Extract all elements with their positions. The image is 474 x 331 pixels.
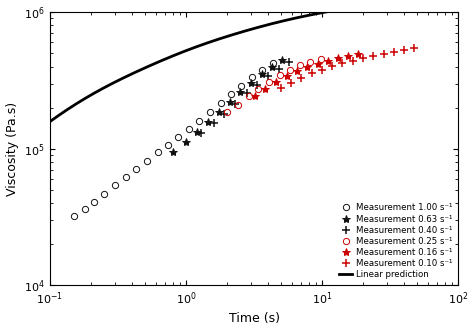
Measurement 1.00 s⁻¹: [91, 200, 97, 204]
Measurement 1.00 s⁻¹: [186, 127, 191, 131]
Measurement 0.63 s⁻¹: [248, 81, 254, 85]
X-axis label: Time (s): Time (s): [228, 312, 280, 325]
Measurement 0.10 s⁻¹: [360, 56, 366, 60]
Measurement 0.10 s⁻¹: [309, 71, 315, 75]
Measurement 0.10 s⁻¹: [391, 50, 397, 54]
Measurement 1.00 s⁻¹: [196, 119, 202, 123]
Measurement 1.00 s⁻¹: [270, 61, 276, 65]
Measurement 1.00 s⁻¹: [175, 135, 181, 139]
Measurement 0.40 s⁻¹: [265, 74, 271, 78]
Measurement 1.00 s⁻¹: [133, 167, 139, 171]
Measurement 0.16 s⁻¹: [284, 74, 290, 78]
Measurement 0.16 s⁻¹: [335, 56, 340, 60]
Measurement 0.40 s⁻¹: [221, 112, 227, 116]
Line: Measurement 0.25 s⁻¹: Measurement 0.25 s⁻¹: [224, 56, 324, 116]
Line: Measurement 0.40 s⁻¹: Measurement 0.40 s⁻¹: [197, 58, 293, 137]
Measurement 0.40 s⁻¹: [199, 131, 204, 135]
Linear prediction: [152, 62, 158, 66]
Measurement 0.25 s⁻¹: [287, 68, 293, 72]
Measurement 1.00 s⁻¹: [165, 143, 171, 147]
Measurement 0.25 s⁻¹: [246, 94, 252, 98]
Measurement 0.25 s⁻¹: [224, 110, 230, 114]
Measurement 0.16 s⁻¹: [325, 59, 330, 63]
Measurement 0.10 s⁻¹: [339, 61, 345, 65]
Measurement 0.25 s⁻¹: [277, 73, 283, 77]
Measurement 1.00 s⁻¹: [101, 192, 107, 196]
Measurement 1.00 s⁻¹: [249, 75, 255, 79]
Measurement 0.63 s⁻¹: [216, 110, 222, 114]
Line: Measurement 0.10 s⁻¹: Measurement 0.10 s⁻¹: [277, 43, 419, 92]
Measurement 0.10 s⁻¹: [350, 59, 356, 63]
Measurement 0.40 s⁻¹: [276, 67, 282, 71]
Measurement 1.00 s⁻¹: [155, 151, 161, 155]
Measurement 0.25 s⁻¹: [255, 87, 261, 91]
Measurement 1.00 s⁻¹: [207, 110, 213, 114]
Line: Measurement 1.00 s⁻¹: Measurement 1.00 s⁻¹: [71, 60, 276, 219]
Measurement 0.10 s⁻¹: [319, 68, 325, 71]
Measurement 1.00 s⁻¹: [71, 214, 77, 218]
Measurement 1.00 s⁻¹: [228, 92, 234, 96]
Measurement 1.00 s⁻¹: [145, 159, 150, 163]
Measurement 0.10 s⁻¹: [278, 86, 284, 90]
Measurement 0.63 s⁻¹: [280, 58, 285, 62]
Measurement 0.63 s⁻¹: [170, 150, 175, 154]
Measurement 0.10 s⁻¹: [401, 48, 407, 52]
Linear prediction: [47, 120, 53, 124]
Linear prediction: [288, 17, 293, 21]
Measurement 0.63 s⁻¹: [259, 71, 264, 75]
Measurement 0.25 s⁻¹: [308, 60, 313, 64]
Measurement 0.10 s⁻¹: [298, 76, 304, 80]
Measurement 0.10 s⁻¹: [411, 46, 417, 50]
Measurement 0.63 s⁻¹: [227, 100, 233, 104]
Measurement 0.25 s⁻¹: [297, 63, 303, 67]
Measurement 1.00 s⁻¹: [112, 183, 118, 187]
Linear prediction: [355, 5, 360, 9]
Line: Measurement 0.63 s⁻¹: Measurement 0.63 s⁻¹: [169, 56, 286, 156]
Linear prediction: [456, 0, 461, 1]
Linear prediction: [319, 11, 325, 15]
Measurement 0.40 s⁻¹: [286, 60, 292, 64]
Measurement 0.10 s⁻¹: [329, 64, 335, 68]
Measurement 0.25 s⁻¹: [318, 57, 324, 61]
Measurement 0.40 s⁻¹: [254, 83, 259, 87]
Measurement 0.10 s⁻¹: [288, 81, 294, 85]
Measurement 0.16 s⁻¹: [294, 70, 300, 73]
Measurement 0.63 s⁻¹: [237, 90, 243, 94]
Measurement 1.00 s⁻¹: [238, 84, 244, 88]
Line: Linear prediction: Linear prediction: [50, 0, 458, 122]
Measurement 0.10 s⁻¹: [371, 54, 376, 58]
Line: Measurement 0.16 s⁻¹: Measurement 0.16 s⁻¹: [251, 49, 363, 100]
Measurement 0.16 s⁻¹: [345, 54, 351, 58]
Measurement 0.16 s⁻¹: [356, 52, 361, 56]
Measurement 0.25 s⁻¹: [235, 103, 240, 107]
Measurement 0.40 s⁻¹: [211, 121, 217, 125]
Measurement 0.16 s⁻¹: [252, 94, 257, 98]
Measurement 0.16 s⁻¹: [305, 65, 310, 69]
Measurement 0.63 s⁻¹: [269, 65, 275, 69]
Linear prediction: [232, 32, 237, 36]
Measurement 0.63 s⁻¹: [205, 120, 211, 124]
Measurement 0.10 s⁻¹: [381, 52, 386, 56]
Measurement 0.16 s⁻¹: [315, 62, 320, 66]
Linear prediction: [119, 76, 125, 80]
Measurement 1.00 s⁻¹: [218, 101, 224, 105]
Measurement 1.00 s⁻¹: [260, 68, 265, 71]
Measurement 0.40 s⁻¹: [232, 102, 238, 106]
Measurement 0.16 s⁻¹: [262, 87, 268, 91]
Measurement 0.63 s⁻¹: [194, 130, 200, 134]
Measurement 1.00 s⁻¹: [123, 175, 128, 179]
Measurement 0.63 s⁻¹: [183, 140, 189, 144]
Y-axis label: Viscosity (Pa.s): Viscosity (Pa.s): [6, 102, 18, 196]
Measurement 0.25 s⁻¹: [266, 80, 272, 84]
Measurement 0.16 s⁻¹: [273, 80, 279, 84]
Legend: Measurement 1.00 s⁻¹, Measurement 0.63 s⁻¹, Measurement 0.40 s⁻¹, Measurement 0.: Measurement 1.00 s⁻¹, Measurement 0.63 s…: [337, 202, 454, 281]
Measurement 0.40 s⁻¹: [244, 91, 250, 95]
Measurement 1.00 s⁻¹: [82, 208, 87, 212]
